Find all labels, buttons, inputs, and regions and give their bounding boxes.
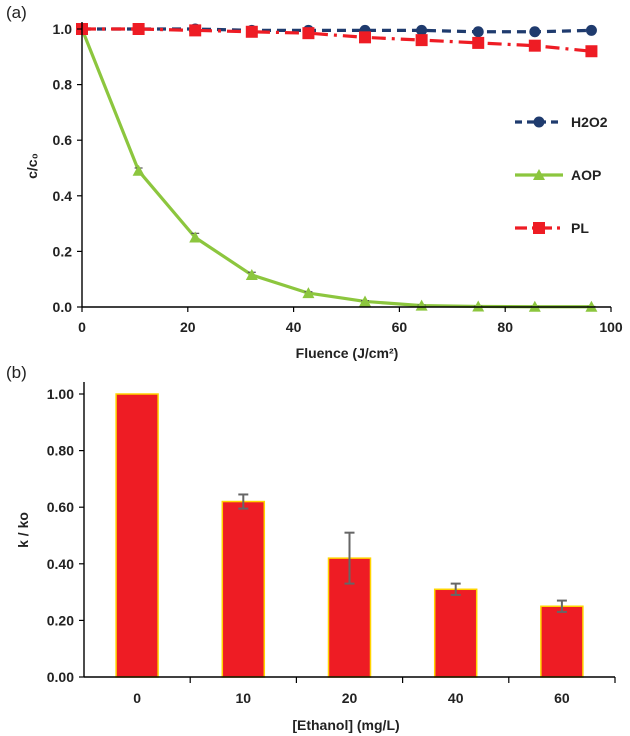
panel-a-y-tick-label: 0.8 (53, 77, 73, 93)
panel-b-x-tick-label: 40 (448, 690, 464, 706)
panel-b-x-tick-label: 60 (554, 690, 570, 706)
legend-label-aop: AOP (571, 167, 601, 183)
panel-a-label: (a) (6, 3, 27, 22)
data-point-h2o2 (416, 24, 428, 36)
data-point-aop (415, 299, 428, 311)
data-point-h2o2 (472, 26, 484, 38)
bar-0 (115, 393, 159, 678)
legend-marker-aop (533, 169, 545, 180)
panel-b-y-tick-label: 0.20 (47, 612, 74, 628)
data-point-aop (189, 231, 202, 243)
panel-a-x-tick-label: 100 (599, 319, 623, 335)
panel-b: (b) 0.00 0.20 0.40 0.60 0.80 1.00 0 10 20 40 60 k … (6, 363, 616, 733)
data-point-aop (302, 287, 315, 299)
panel-a-y-tick-label: 0.2 (53, 243, 73, 259)
panel-b-x-tick-label: 20 (342, 690, 358, 706)
panel-a-ticks: 0.0 0.2 0.4 0.6 0.8 1.0 0 20 40 60 80 100 (53, 21, 623, 335)
panel-a-marks (76, 23, 598, 312)
panel-a-x-tick-label: 80 (497, 319, 513, 335)
data-point-pl (528, 39, 541, 52)
legend-label-pl: PL (571, 220, 589, 236)
panel-a-x-axis-title: Fluence (J/cm²) (296, 345, 399, 361)
series-line-aop (80, 28, 592, 309)
panel-b-y-tick-label: 0.80 (47, 443, 74, 459)
panel-b-y-tick-label: 1.00 (47, 386, 74, 402)
panel-a-x-tick-label: 0 (78, 319, 86, 335)
panel-b-y-axis-title: k / ko (15, 512, 31, 548)
data-point-pl (359, 31, 372, 44)
data-point-aop (472, 300, 485, 312)
data-point-aop (132, 164, 145, 176)
panel-a-x-tick-label: 40 (286, 319, 302, 335)
bar-10 (221, 500, 266, 678)
data-point-pl (189, 24, 202, 37)
panel-a-x-tick-label: 60 (392, 319, 408, 335)
panel-b-x-tick-label: 0 (133, 690, 141, 706)
panel-a-y-tick-label: 0.0 (53, 299, 73, 315)
data-point-aop (245, 269, 258, 281)
data-point-pl (415, 34, 428, 47)
bar-40 (433, 588, 478, 678)
data-point-pl (245, 25, 258, 38)
panel-b-y-tick-label: 0.00 (47, 669, 74, 685)
data-point-aop (585, 300, 598, 312)
panel-b-y-tick-label: 0.40 (47, 556, 74, 572)
panel-a-y-tick-label: 0.6 (53, 132, 73, 148)
legend-marker-h2o2 (533, 116, 545, 128)
panel-b-ticks: 0.00 0.20 0.40 0.60 0.80 1.00 0 10 20 40 60 (47, 386, 616, 706)
series-line-h2o2 (82, 27, 592, 34)
series-line-pl (82, 27, 592, 53)
data-point-pl (132, 23, 145, 35)
data-point-pl (472, 36, 485, 49)
data-point-h2o2 (585, 24, 597, 36)
panel-a-legend: H2O2 AOP PL (515, 114, 608, 236)
panel-b-x-axis-title: [Ethanol] (mg/L) (292, 717, 399, 733)
panel-b-label: (b) (6, 363, 27, 382)
panel-a-x-tick-label: 20 (180, 319, 196, 335)
data-point-pl (585, 45, 598, 58)
panel-b-marks (115, 393, 584, 678)
panel-a-y-axis-title: c/c₀ (24, 153, 40, 179)
panel-a-y-tick-label: 1.0 (53, 21, 73, 37)
panel-b-y-tick-label: 0.60 (47, 499, 74, 515)
data-point-h2o2 (529, 26, 541, 38)
data-point-pl (302, 27, 315, 40)
panel-a-y-tick-label: 0.4 (53, 188, 73, 204)
panel-b-x-tick-label: 10 (236, 690, 252, 706)
data-point-aop (359, 295, 372, 307)
legend-label-h2o2: H2O2 (571, 114, 608, 130)
bar-60 (540, 605, 584, 678)
data-point-aop (528, 300, 541, 312)
legend-marker-pl (533, 222, 545, 234)
panel-a: (a) 0.00.20.40.60.81.00 20 40 60 80 100 c/c₀ … (6, 3, 623, 361)
